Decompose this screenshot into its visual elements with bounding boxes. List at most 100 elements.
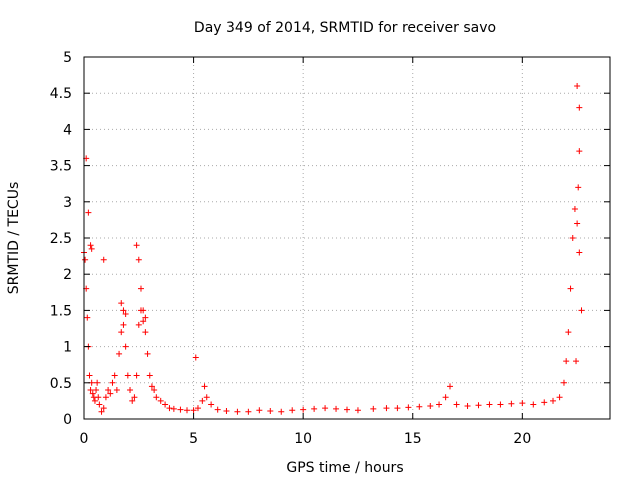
grid [84,57,610,419]
data-point [427,402,434,409]
y-axis-label: SRMTID / TECUs [6,182,22,295]
x-tick-label: 10 [294,431,312,447]
data-point [436,401,443,408]
data-point [113,387,120,394]
data-point [203,394,210,401]
data-point [107,390,114,397]
y-tick-label: 0 [63,412,72,428]
data-point [170,405,177,412]
x-axis-label: GPS time / hours [286,460,403,476]
data-point [576,249,583,256]
data-point [192,354,199,361]
data-point [84,314,91,321]
data-point [278,408,285,415]
data-point [137,285,144,292]
data-point [122,311,129,318]
data-point [508,400,515,407]
data-point [148,383,155,390]
data-point [574,82,581,89]
data-point [575,184,582,191]
data-point [111,372,118,379]
data-point [153,394,160,401]
data-point [354,407,361,414]
data-point [560,379,567,386]
data-point [475,402,482,409]
data-point [129,397,136,404]
data-point [157,397,164,404]
data-point [333,405,340,412]
data-point [116,350,123,357]
x-tick-label: 5 [189,431,198,447]
data-point [131,394,138,401]
data-point [118,300,125,307]
data-point [567,285,574,292]
data-point [162,401,169,408]
data-point [98,408,105,415]
data-point [184,407,191,414]
data-point [578,307,585,314]
data-point [190,407,197,414]
y-tick-label: 5 [63,50,72,66]
data-point [91,397,98,404]
data-point [565,329,572,336]
data-point [245,408,252,415]
data-point [563,358,570,365]
data-point [118,329,125,336]
y-tick-label: 3 [63,195,72,211]
y-tick-label: 1.5 [50,303,72,319]
data-point [146,372,153,379]
data-point [135,321,142,328]
x-tick-label: 20 [513,431,531,447]
data-point [127,387,134,394]
data-point [122,343,129,350]
data-point [370,405,377,412]
data-point [383,405,390,412]
x-tick-label: 15 [404,431,422,447]
data-point [87,242,94,249]
data-point [486,401,493,408]
data-point [405,404,412,411]
data-point [550,397,557,404]
chart-title: Day 349 of 2014, SRMTID for receiver sav… [194,20,496,36]
data-point [124,372,131,379]
data-point [166,405,173,412]
data-point [464,402,471,409]
y-tick-label: 2 [63,267,72,283]
data-point [144,350,151,357]
data-point [322,405,329,412]
data-point [109,379,116,386]
data-point [497,401,504,408]
data-point [102,394,109,401]
data-point [89,390,96,397]
data-point [300,406,307,413]
data-point [576,104,583,111]
data-points [81,82,585,415]
data-point [223,408,230,415]
data-point [120,321,127,328]
y-tick-label: 2.5 [50,231,72,247]
data-point [442,394,449,401]
data-point [88,245,95,252]
data-point [142,314,149,321]
data-point [311,405,318,412]
data-point [100,256,107,263]
data-point [571,206,578,213]
data-point [574,220,581,227]
data-point [100,405,107,412]
data-point [214,406,221,413]
data-point [394,405,401,412]
data-point [541,399,548,406]
data-point [86,372,93,379]
data-point [93,387,100,394]
data-point [82,256,89,263]
data-point [447,383,454,390]
data-point [234,408,241,415]
data-point [194,405,201,412]
y-tick-label: 0.5 [50,376,72,392]
data-point [530,401,537,408]
data-point [142,329,149,336]
axes: 0 5 10 15 20 0 0.5 1 1.5 2 2.5 3 3.5 4 4.5 5 [50,50,610,447]
data-point [556,394,563,401]
data-point [201,383,208,390]
